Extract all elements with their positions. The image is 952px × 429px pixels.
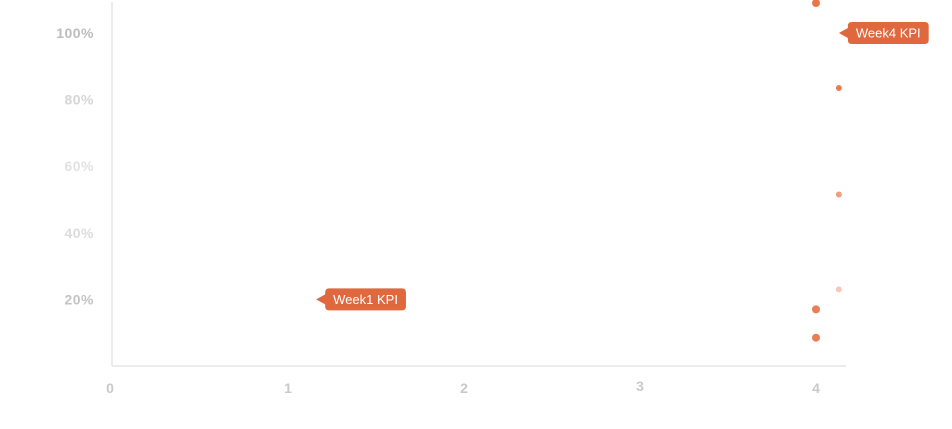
data-point	[835, 84, 842, 91]
annotation-callout: Week1 KPI	[316, 288, 406, 311]
data-point	[812, 0, 820, 8]
annotation-bubble	[316, 288, 406, 311]
y-tick-label: 80%	[64, 92, 94, 108]
data-point	[812, 333, 820, 342]
annotation-callout: Week4 KPI	[838, 22, 929, 44]
y-axis-ticks: 20% 40% 60% 80% 100%	[56, 25, 94, 307]
y-tick-label: 20%	[64, 291, 94, 307]
x-tick-label: 0	[106, 380, 114, 396]
annotation-bubble	[838, 22, 929, 44]
y-tick-label: 60%	[64, 158, 94, 174]
data-point	[835, 286, 842, 293]
x-axis-ticks: 0 1 2 3 4	[106, 378, 820, 396]
x-tick-label: 1	[284, 380, 292, 396]
y-tick-label: 100%	[56, 25, 94, 41]
x-tick-label: 3	[636, 378, 644, 394]
annotations: Week1 KPI Week4 KPI	[316, 22, 929, 311]
data-point	[835, 191, 842, 198]
annotation-text: Week4 KPI	[856, 26, 921, 41]
x-tick-label: 4	[812, 380, 820, 396]
data-points	[812, 0, 842, 342]
x-tick-label: 2	[460, 380, 468, 396]
annotation-text: Week1 KPI	[333, 292, 398, 307]
data-point	[812, 305, 820, 314]
y-tick-label: 40%	[64, 225, 94, 241]
